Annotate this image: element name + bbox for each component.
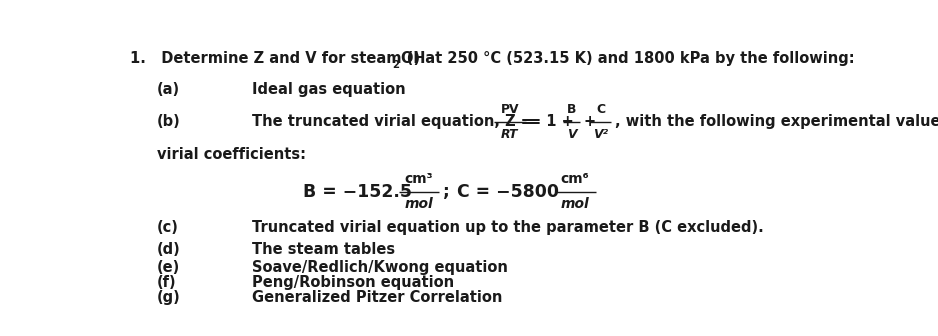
Text: B = −152.5: B = −152.5 <box>303 183 412 201</box>
Text: = 1 +: = 1 + <box>529 114 574 129</box>
Text: C: C <box>597 103 605 116</box>
Text: cm³: cm³ <box>404 172 433 186</box>
Text: V: V <box>567 128 577 141</box>
Text: PV: PV <box>501 103 519 116</box>
Text: The truncated virial equation, Z =: The truncated virial equation, Z = <box>251 114 533 129</box>
Text: (d): (d) <box>158 242 181 257</box>
Text: V²: V² <box>593 128 608 141</box>
Text: 1.   Determine Z and V for steam (H: 1. Determine Z and V for steam (H <box>130 51 426 66</box>
Text: RT: RT <box>501 128 519 141</box>
Text: Soave/Redlich/Kwong equation: Soave/Redlich/Kwong equation <box>251 260 507 275</box>
Text: cm⁶: cm⁶ <box>561 172 590 186</box>
Text: Truncated virial equation up to the parameter B (C excluded).: Truncated virial equation up to the para… <box>251 220 764 235</box>
Text: , with the following experimental values of: , with the following experimental values… <box>615 114 938 129</box>
Text: O) at 250 °C (523.15 K) and 1800 kPa by the following:: O) at 250 °C (523.15 K) and 1800 kPa by … <box>401 51 855 66</box>
Text: (g): (g) <box>158 290 181 305</box>
Text: The steam tables: The steam tables <box>251 242 395 257</box>
Text: Ideal gas equation: Ideal gas equation <box>251 82 405 97</box>
Text: (f): (f) <box>158 276 177 291</box>
Text: Peng/Robinson equation: Peng/Robinson equation <box>251 276 454 291</box>
Text: 2: 2 <box>392 60 399 70</box>
Text: (a): (a) <box>158 82 180 97</box>
Text: mol: mol <box>404 197 433 211</box>
Text: (e): (e) <box>158 260 180 275</box>
Text: ;: ; <box>443 183 449 201</box>
Text: C = −5800: C = −5800 <box>458 183 559 201</box>
Text: virial coefficients:: virial coefficients: <box>158 146 306 162</box>
Text: Generalized Pitzer Correlation: Generalized Pitzer Correlation <box>251 290 502 305</box>
Text: +: + <box>583 114 596 129</box>
Text: (b): (b) <box>158 114 181 129</box>
Text: B: B <box>567 103 576 116</box>
Text: (c): (c) <box>158 220 179 235</box>
Text: mol: mol <box>561 197 590 211</box>
